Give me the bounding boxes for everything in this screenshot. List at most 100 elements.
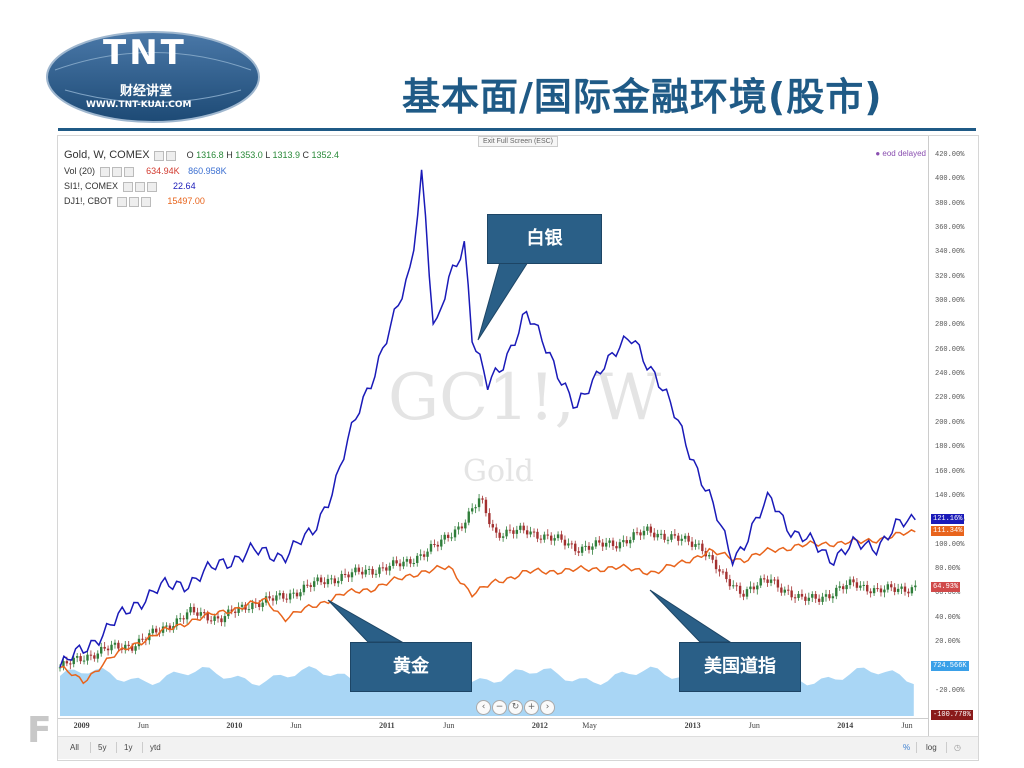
gold-candle [776,579,780,588]
range-1y-button[interactable]: 1y [124,743,133,752]
legend-ohlc: O 1316.8 H 1353.0 L 1313.9 C 1352.4 [186,150,340,160]
plus-icon[interactable]: + [524,700,539,715]
gold-candle [412,563,416,565]
gold-candle [728,579,732,587]
gold-candle [323,582,326,585]
x-tick-label: 2010 [226,721,243,730]
gold-candle [543,534,546,540]
gold-candle [127,644,130,646]
gold-candle [495,527,498,533]
gold-candle [429,543,433,552]
legend-close-icon[interactable] [166,150,177,161]
gold-candle [282,593,285,599]
gold-candle [422,554,426,557]
gold-candle [539,538,543,540]
divider [946,742,947,753]
legend-settings-icon[interactable] [154,150,165,161]
legend-settings-icon[interactable] [128,196,139,207]
divider [142,742,143,753]
gold-candle [137,638,141,647]
log-scale-button[interactable]: log [926,743,937,752]
gold-candle [388,565,391,571]
gold-candle [374,573,378,575]
y-tick-label: 100.00% [935,540,965,549]
gold-candle [185,612,189,620]
y-tick-label: 280.00% [935,321,965,330]
legend-volume-label: Vol (20) [64,166,96,176]
gold-candle [319,577,323,583]
reset-icon[interactable]: ↻ [508,700,523,715]
gold-candle [203,612,206,614]
gold-candle [378,567,381,574]
legend-close-icon[interactable] [146,181,157,192]
gold-candle [508,529,512,531]
plot-area[interactable] [58,136,928,718]
legend-eye-icon[interactable] [99,166,110,177]
divider [90,742,91,753]
gold-candle [93,655,96,659]
gold-candle [515,529,519,534]
legend-volume-ma: 860.958K [188,166,227,176]
y-tick-label: 200.00% [935,418,965,427]
gold-candle [522,525,525,531]
callout-gold: 黄金 [350,642,472,692]
y-axis[interactable]: 420.00% 400.00% 380.00% 360.00% 340.00% 320.0… [928,136,978,736]
range-all-button[interactable]: All [70,743,79,752]
gold-candle [130,645,134,651]
gold-candle [618,542,622,549]
gold-candle [419,554,422,556]
exit-fullscreen-button[interactable]: Exit Full Screen (ESC) [478,136,559,147]
range-5y-button[interactable]: 5y [98,743,107,752]
gold-candle [646,526,649,531]
gold-candle [440,539,443,547]
gold-candle [890,584,893,588]
gold-candle [556,534,560,539]
arrow-left-icon[interactable]: ‹ [476,700,491,715]
watermark-name: Gold [463,454,534,489]
gold-candle [196,612,199,616]
x-tick-label: May [582,721,597,730]
legend-silver: SI1!, COMEX 22.64 [64,181,196,192]
y-tick-label: 220.00% [935,394,965,403]
gold-candle [79,656,82,662]
gold-candle [391,560,395,566]
gold-candle [182,618,185,620]
gold-candle [106,648,110,651]
clock-icon[interactable]: ◷ [954,743,961,752]
gold-candle [821,596,824,602]
gold-candle [498,532,501,538]
legend-eye-icon[interactable] [116,196,127,207]
gold-candle [797,593,800,598]
y-tick-label: 420.00% [935,151,965,159]
legend-settings-icon[interactable] [134,181,145,192]
gold-candle [405,559,409,562]
x-axis[interactable]: 2009 Jun 2010 Jun 2011 Jun 2012 May 2013 Jun 2014 J… [58,718,928,733]
gold-candle [886,584,890,590]
gold-candle [179,618,182,620]
range-ytd-button[interactable]: ytd [150,743,161,752]
y-tick-label: 40.00% [935,613,961,622]
gold-candle [738,585,742,594]
legend-eye-icon[interactable] [122,181,133,192]
legend-close-icon[interactable] [123,166,134,177]
gold-candle [395,560,398,564]
arrow-right-icon[interactable]: › [540,700,555,715]
gold-candle [470,508,474,512]
x-tick-label: Jun [137,721,149,730]
percent-scale-button[interactable]: % [903,743,911,752]
gold-candle [732,585,735,587]
gold-candle [604,542,608,547]
legend-settings-icon[interactable] [111,166,122,177]
gold-candle [532,531,536,533]
gold-candle [711,555,714,560]
gold-candle [402,561,405,567]
y-tick-label: 360.00% [935,224,965,233]
minus-icon[interactable]: − [492,700,507,715]
last-value-tag: 724.566K [931,661,969,672]
gold-candle [364,569,367,575]
gold-candle [398,563,402,567]
gold-candle [759,578,762,586]
legend-close-icon[interactable] [140,196,151,207]
gold-candle [701,543,704,552]
gold-candle [896,588,900,592]
